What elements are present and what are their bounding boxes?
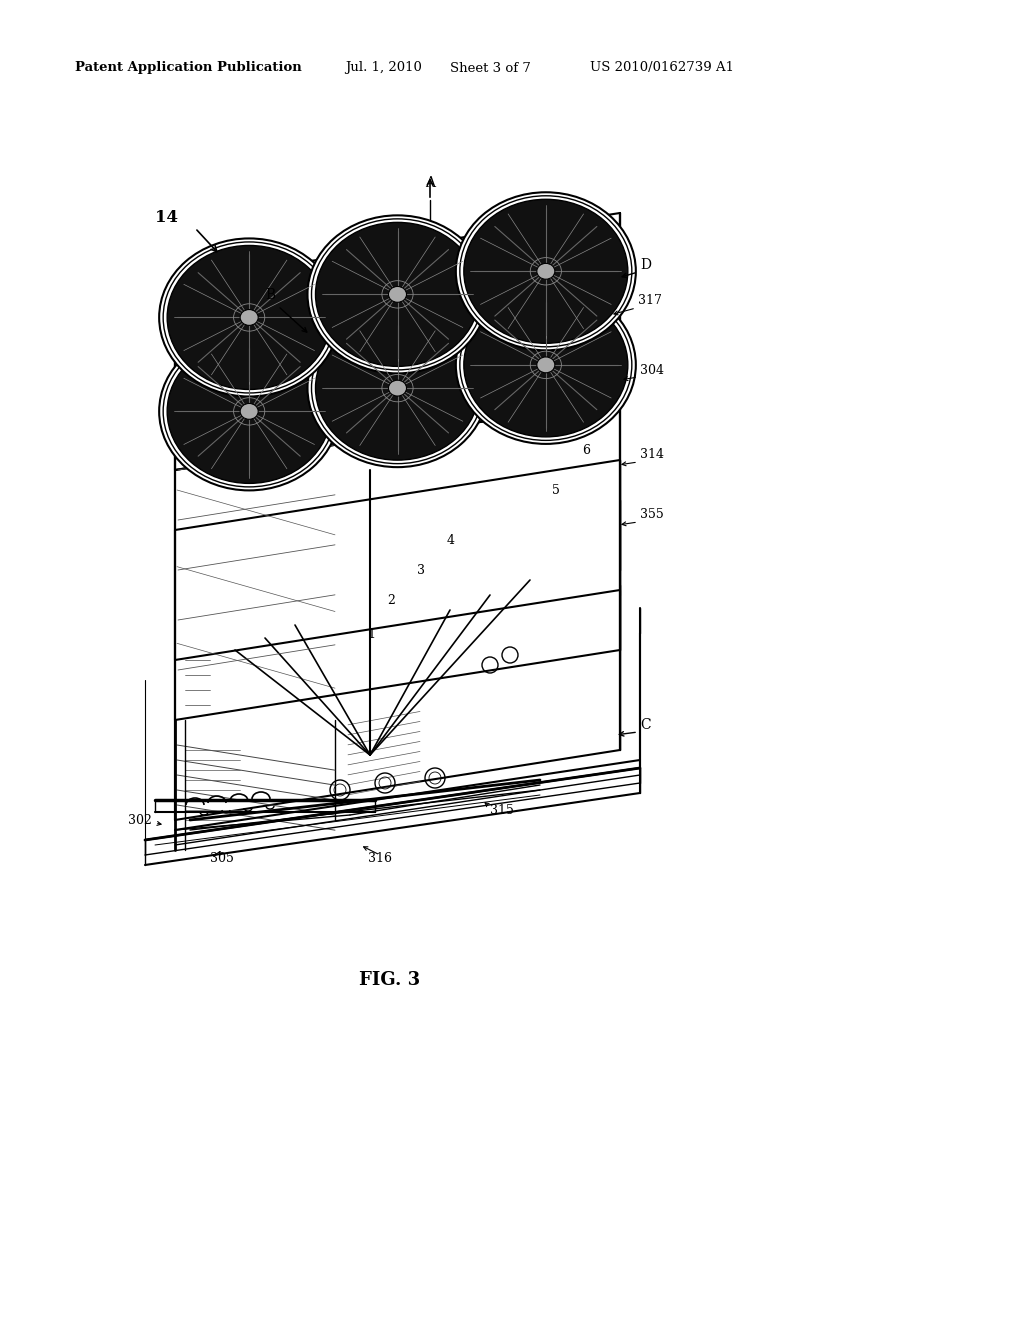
Ellipse shape [456,286,636,444]
Text: 4: 4 [447,533,455,546]
Ellipse shape [163,242,335,393]
Text: 6: 6 [582,444,590,457]
Text: Jul. 1, 2010: Jul. 1, 2010 [345,62,422,74]
Text: FIG. 3: FIG. 3 [359,972,421,989]
Ellipse shape [315,315,479,461]
Text: Patent Application Publication: Patent Application Publication [75,62,302,74]
Ellipse shape [464,199,628,343]
Text: D: D [640,257,651,272]
Text: B: B [265,288,275,302]
Ellipse shape [460,289,632,441]
Ellipse shape [537,356,555,372]
Ellipse shape [159,239,339,396]
Ellipse shape [311,313,483,463]
Ellipse shape [241,404,258,420]
Ellipse shape [159,333,339,491]
Ellipse shape [311,219,483,370]
Ellipse shape [163,335,335,487]
Ellipse shape [307,215,487,374]
Ellipse shape [388,380,407,396]
Text: 304: 304 [640,363,664,376]
Text: 314: 314 [640,449,664,462]
Ellipse shape [241,309,258,325]
Text: US 2010/0162739 A1: US 2010/0162739 A1 [590,62,734,74]
Ellipse shape [388,286,407,302]
Ellipse shape [464,293,628,437]
Text: 317: 317 [638,293,662,306]
Text: A: A [425,176,435,190]
Text: 355: 355 [640,508,664,521]
Ellipse shape [167,246,331,389]
Text: C: C [640,718,650,733]
Text: 2: 2 [387,594,395,606]
Text: 305: 305 [210,851,233,865]
Text: 315: 315 [490,804,514,817]
Ellipse shape [456,193,636,350]
Ellipse shape [315,222,479,367]
Text: 1: 1 [367,628,375,642]
Ellipse shape [537,264,555,280]
Text: Sheet 3 of 7: Sheet 3 of 7 [450,62,530,74]
Ellipse shape [307,309,487,467]
Text: 3: 3 [417,564,425,577]
Ellipse shape [460,195,632,347]
Text: 5: 5 [552,483,560,496]
Text: 302: 302 [128,813,152,826]
Text: 14: 14 [155,210,178,227]
Ellipse shape [167,339,331,483]
Text: 316: 316 [368,851,392,865]
